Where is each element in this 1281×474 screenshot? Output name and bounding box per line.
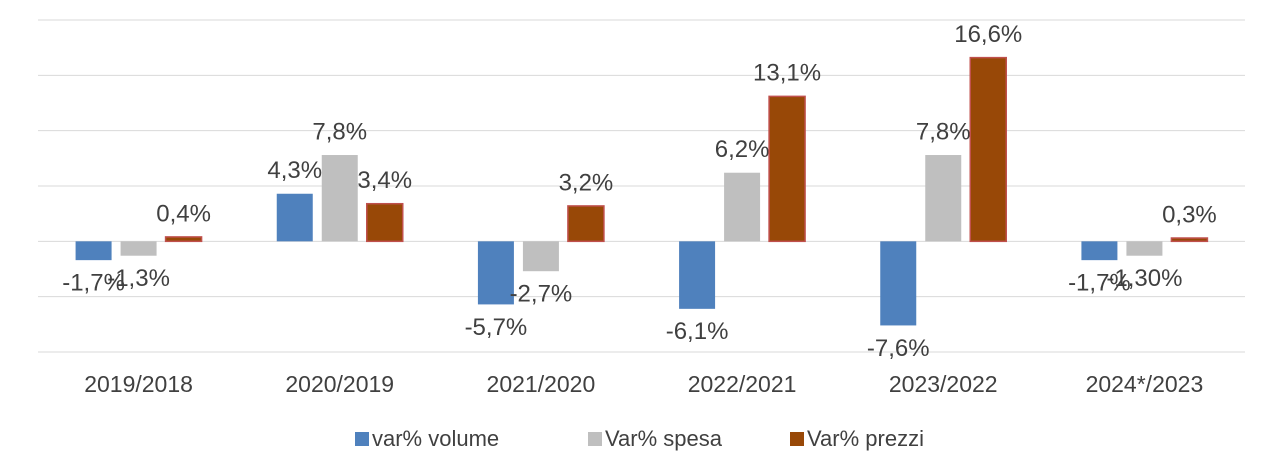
data-label: 16,6% — [954, 21, 1022, 48]
bar — [366, 202, 404, 243]
bar — [724, 172, 761, 242]
data-label: 7,8% — [312, 118, 367, 145]
bar — [768, 95, 806, 243]
bar — [679, 241, 716, 309]
bar — [164, 236, 203, 243]
data-label: -2,7% — [510, 281, 573, 308]
legend-label: var% volume — [372, 426, 499, 451]
bar — [75, 241, 112, 261]
data-label: 3,2% — [559, 169, 614, 196]
bar — [276, 193, 313, 242]
bar — [522, 241, 559, 272]
x-tick-label: 2024*/2023 — [1086, 371, 1204, 397]
bar — [969, 56, 1007, 243]
legend-label: Var% prezzi — [807, 426, 924, 451]
data-label: 13,1% — [753, 60, 821, 87]
x-tick-label: 2021/2020 — [487, 371, 596, 397]
data-label: -1,7% — [62, 269, 125, 296]
x-tick-label: 2023/2022 — [889, 371, 998, 397]
legend-swatch — [588, 432, 602, 446]
bar — [477, 241, 514, 305]
data-label: 7,8% — [916, 118, 971, 145]
data-label: 0,3% — [1162, 201, 1217, 228]
legend-swatch — [355, 432, 369, 446]
bar — [1081, 241, 1118, 261]
x-tick-label: 2019/2018 — [84, 371, 193, 397]
bar — [321, 155, 358, 242]
data-label: -1,3% — [107, 265, 170, 292]
legend-swatch — [790, 432, 804, 446]
data-label: -1,7% — [1068, 269, 1131, 296]
bar — [567, 205, 605, 243]
bar — [880, 241, 917, 326]
data-label: -7,6% — [867, 335, 930, 362]
data-label: 0,4% — [156, 200, 211, 227]
x-tick-label: 2020/2019 — [285, 371, 394, 397]
bar — [1126, 241, 1163, 256]
data-label: -6,1% — [666, 318, 729, 345]
data-label: -5,7% — [465, 314, 528, 341]
bar — [120, 241, 157, 256]
data-label: -1,30% — [1106, 265, 1182, 292]
x-tick-label: 2022/2021 — [688, 371, 797, 397]
data-label: 3,4% — [357, 167, 412, 194]
legend-label: Var% spesa — [605, 426, 723, 451]
data-label: 6,2% — [715, 136, 770, 163]
bar — [925, 155, 962, 242]
data-label: 4,3% — [267, 157, 322, 184]
bar — [1170, 237, 1209, 243]
